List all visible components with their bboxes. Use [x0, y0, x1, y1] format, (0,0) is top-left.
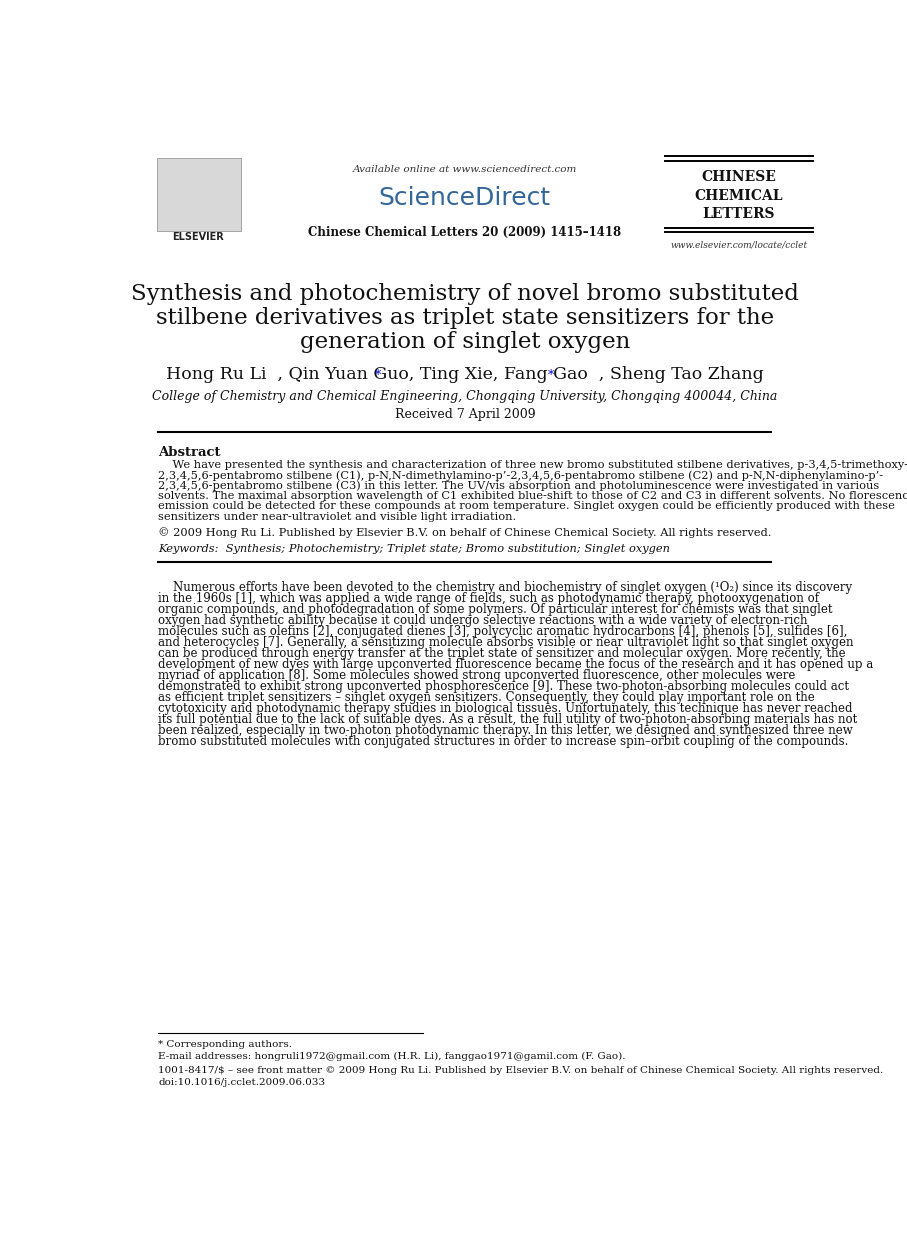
Text: ELSEVIER: ELSEVIER: [172, 232, 224, 241]
Text: bromo substituted molecules with conjugated structures in order to increase spin: bromo substituted molecules with conjuga…: [159, 735, 849, 749]
Text: 2,3,4,5,6-pentabromo stilbene (C3) in this letter. The UV/vis absorption and pho: 2,3,4,5,6-pentabromo stilbene (C3) in th…: [159, 480, 880, 491]
Text: CHINESE: CHINESE: [701, 170, 776, 184]
Text: cytotoxicity and photodynamic therapy studies in biological tissues. Unfortunate: cytotoxicity and photodynamic therapy st…: [159, 702, 853, 716]
Text: www.elsevier.com/locate/cclet: www.elsevier.com/locate/cclet: [670, 241, 807, 250]
Text: Synthesis and photochemistry of novel bromo substituted: Synthesis and photochemistry of novel br…: [131, 284, 799, 306]
Text: as efficient triplet sensitizers – singlet oxygen sensitizers. Consequently, the: as efficient triplet sensitizers – singl…: [159, 691, 815, 704]
Text: can be produced through energy transfer at the triplet state of sensitizer and m: can be produced through energy transfer …: [159, 647, 846, 660]
Text: ScienceDirect: ScienceDirect: [379, 186, 551, 209]
Text: demonstrated to exhibit strong upconverted phosphorescence [9]. These two-photon: demonstrated to exhibit strong upconvert…: [159, 681, 849, 693]
Text: molecules such as olefins [2], conjugated dienes [3], polycyclic aromatic hydroc: molecules such as olefins [2], conjugate…: [159, 625, 848, 639]
Text: 1001-8417/$ – see front matter © 2009 Hong Ru Li. Published by Elsevier B.V. on : 1001-8417/$ – see front matter © 2009 Ho…: [159, 1066, 883, 1076]
Text: oxygen had synthetic ability because it could undergo selective reactions with a: oxygen had synthetic ability because it …: [159, 614, 808, 628]
Text: solvents. The maximal absorption wavelength of C1 exhibited blue-shift to those : solvents. The maximal absorption wavelen…: [159, 490, 907, 501]
Text: sensitizers under near-ultraviolet and visible light irradiation.: sensitizers under near-ultraviolet and v…: [159, 511, 517, 521]
Text: in the 1960s [1], which was applied a wide range of fields, such as photodynamic: in the 1960s [1], which was applied a wi…: [159, 592, 819, 605]
Text: LETTERS: LETTERS: [703, 207, 775, 222]
FancyBboxPatch shape: [157, 158, 240, 232]
Text: organic compounds, and photodegradation of some polymers. Of particular interest: organic compounds, and photodegradation …: [159, 603, 833, 617]
Text: generation of singlet oxygen: generation of singlet oxygen: [299, 331, 630, 353]
Text: Numerous efforts have been devoted to the chemistry and biochemistry of singlet : Numerous efforts have been devoted to th…: [159, 582, 853, 594]
Text: CHEMICAL: CHEMICAL: [695, 188, 784, 203]
Text: been realized, especially in two-photon photodynamic therapy. In this letter, we: been realized, especially in two-photon …: [159, 724, 853, 738]
Text: We have presented the synthesis and characterization of three new bromo substitu: We have presented the synthesis and char…: [159, 459, 907, 469]
Text: and heterocycles [7]. Generally, a sensitizing molecule absorbs visible or near : and heterocycles [7]. Generally, a sensi…: [159, 636, 853, 650]
Text: Received 7 April 2009: Received 7 April 2009: [395, 409, 535, 421]
Text: its full potential due to the lack of suitable dyes. As a result, the full utili: its full potential due to the lack of su…: [159, 713, 858, 727]
Text: 2,3,4,5,6-pentabromo stilbene (C1), p-N,N-dimethylamino-p’-2,3,4,5,6-pentabromo : 2,3,4,5,6-pentabromo stilbene (C1), p-N,…: [159, 470, 883, 480]
Text: development of new dyes with large upconverted fluorescence became the focus of : development of new dyes with large upcon…: [159, 659, 873, 671]
Text: Keywords:  Synthesis; Photochemistry; Triplet state; Bromo substitution; Singlet: Keywords: Synthesis; Photochemistry; Tri…: [159, 543, 670, 553]
Text: © 2009 Hong Ru Li. Published by Elsevier B.V. on behalf of Chinese Chemical Soci: © 2009 Hong Ru Li. Published by Elsevier…: [159, 527, 772, 539]
Text: * Corresponding authors.: * Corresponding authors.: [159, 1040, 292, 1050]
Text: doi:10.1016/j.cclet.2009.06.033: doi:10.1016/j.cclet.2009.06.033: [159, 1078, 326, 1087]
Text: Chinese Chemical Letters 20 (2009) 1415–1418: Chinese Chemical Letters 20 (2009) 1415–…: [308, 225, 621, 239]
Text: Available online at www.sciencedirect.com: Available online at www.sciencedirect.co…: [353, 166, 577, 175]
Text: *: *: [548, 369, 554, 383]
Text: *: *: [375, 369, 381, 383]
Text: E-mail addresses: hongruli1972@gmail.com (H.R. Li), fanggao1971@gamil.com (F. Ga: E-mail addresses: hongruli1972@gmail.com…: [159, 1052, 626, 1061]
Text: stilbene derivatives as triplet state sensitizers for the: stilbene derivatives as triplet state se…: [156, 307, 774, 329]
Text: emission could be detected for these compounds at room temperature. Singlet oxyg: emission could be detected for these com…: [159, 501, 895, 511]
Text: Abstract: Abstract: [159, 446, 220, 459]
Text: College of Chemistry and Chemical Engineering, Chongqing University, Chongqing 4: College of Chemistry and Chemical Engine…: [152, 390, 777, 404]
Text: Hong Ru Li  , Qin Yuan Guo, Ting Xie, Fang Gao  , Sheng Tao Zhang: Hong Ru Li , Qin Yuan Guo, Ting Xie, Fan…: [166, 366, 764, 384]
Text: myriad of application [8]. Some molecules showed strong upconverted fluorescence: myriad of application [8]. Some molecule…: [159, 670, 795, 682]
